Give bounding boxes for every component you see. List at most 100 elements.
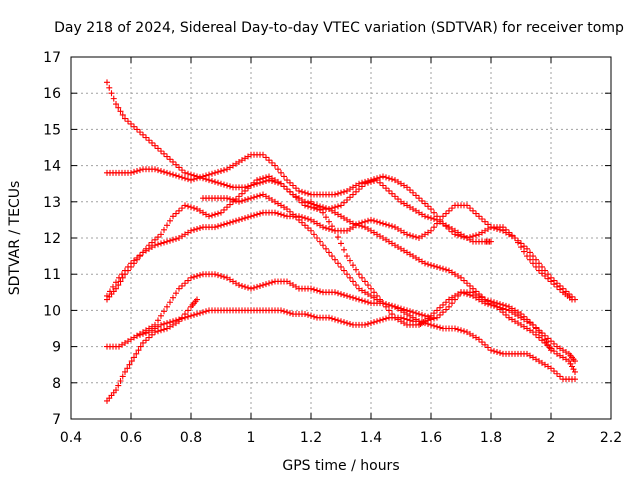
data-point xyxy=(137,167,143,174)
data-point xyxy=(479,215,485,222)
data-point xyxy=(209,177,215,184)
data-point xyxy=(251,212,257,219)
data-point xyxy=(365,217,371,224)
data-point xyxy=(572,358,578,365)
y-tick-label: 13 xyxy=(43,195,61,211)
data-point xyxy=(374,218,380,225)
data-point xyxy=(119,271,125,278)
data-point xyxy=(425,261,431,268)
data-point xyxy=(371,319,377,326)
data-point xyxy=(383,174,389,181)
data-point xyxy=(503,311,509,318)
data-point xyxy=(176,164,182,171)
data-point xyxy=(245,196,251,203)
data-point xyxy=(449,205,455,212)
data-point xyxy=(359,297,365,304)
data-point xyxy=(221,167,227,174)
data-point xyxy=(176,207,182,214)
axis-ticks xyxy=(70,56,612,420)
data-point xyxy=(137,252,143,259)
data-point xyxy=(269,279,275,286)
data-point xyxy=(128,120,134,127)
data-point xyxy=(179,167,185,174)
data-point xyxy=(155,234,161,241)
data-point xyxy=(182,314,188,321)
data-point xyxy=(146,334,152,341)
grid xyxy=(71,57,611,419)
data-point xyxy=(500,305,506,312)
data-point xyxy=(221,206,227,213)
data-point xyxy=(320,224,326,231)
y-tick-label: 17 xyxy=(43,50,61,66)
data-point xyxy=(155,167,161,174)
data-point xyxy=(218,222,224,229)
data-point xyxy=(218,273,224,280)
data-point xyxy=(347,257,353,264)
data-point xyxy=(269,159,275,166)
data-point xyxy=(128,260,134,267)
data-point xyxy=(200,309,206,316)
x-tick-label: 0.6 xyxy=(120,430,142,446)
data-point xyxy=(344,253,350,260)
data-point xyxy=(362,178,368,185)
data-point xyxy=(428,215,434,222)
data-point xyxy=(302,311,308,318)
data-point xyxy=(452,325,458,332)
data-point xyxy=(338,263,344,270)
data-point xyxy=(485,301,491,308)
data-point xyxy=(188,227,194,234)
data-point xyxy=(134,168,140,175)
data-point xyxy=(236,198,242,205)
data-point xyxy=(446,225,452,232)
data-point xyxy=(212,271,218,278)
data-point xyxy=(158,240,164,247)
data-point xyxy=(368,216,374,223)
data-point xyxy=(332,316,338,323)
y-tick-label: 7 xyxy=(52,412,61,428)
data-point xyxy=(350,294,356,301)
data-point xyxy=(383,185,389,192)
data-point xyxy=(329,315,335,322)
data-point xyxy=(362,298,368,305)
data-point xyxy=(551,368,557,375)
data-point xyxy=(284,177,290,184)
data-point xyxy=(524,253,530,260)
data-point xyxy=(278,307,284,314)
data-point xyxy=(437,216,443,223)
data-point xyxy=(371,176,377,183)
data-point xyxy=(467,292,473,299)
data-point xyxy=(161,320,167,327)
data-point xyxy=(341,199,347,206)
data-point xyxy=(206,177,212,184)
data-point xyxy=(572,376,578,383)
series-8 xyxy=(200,191,434,321)
data-point xyxy=(293,185,299,192)
data-point xyxy=(347,274,353,281)
data-point xyxy=(242,196,248,203)
data-point xyxy=(167,319,173,326)
data-point xyxy=(158,327,164,334)
data-point xyxy=(443,210,449,217)
data-point xyxy=(341,188,347,195)
data-point xyxy=(110,283,116,290)
data-point xyxy=(353,282,359,289)
data-point xyxy=(131,168,137,175)
data-point xyxy=(224,220,230,227)
data-point xyxy=(533,331,539,338)
data-point xyxy=(323,225,329,232)
data-point xyxy=(434,213,440,220)
data-point xyxy=(548,365,554,372)
data-point xyxy=(440,220,446,227)
data-point xyxy=(227,219,233,226)
data-point xyxy=(278,180,284,187)
data-point xyxy=(326,225,332,232)
data-point xyxy=(515,237,521,244)
data-point xyxy=(135,347,142,354)
data-point xyxy=(170,318,176,325)
x-tick-label: 2 xyxy=(547,430,556,446)
data-point xyxy=(131,354,137,361)
data-point xyxy=(491,348,497,355)
data-point xyxy=(314,204,320,211)
data-point xyxy=(545,335,551,342)
data-point xyxy=(530,321,536,328)
